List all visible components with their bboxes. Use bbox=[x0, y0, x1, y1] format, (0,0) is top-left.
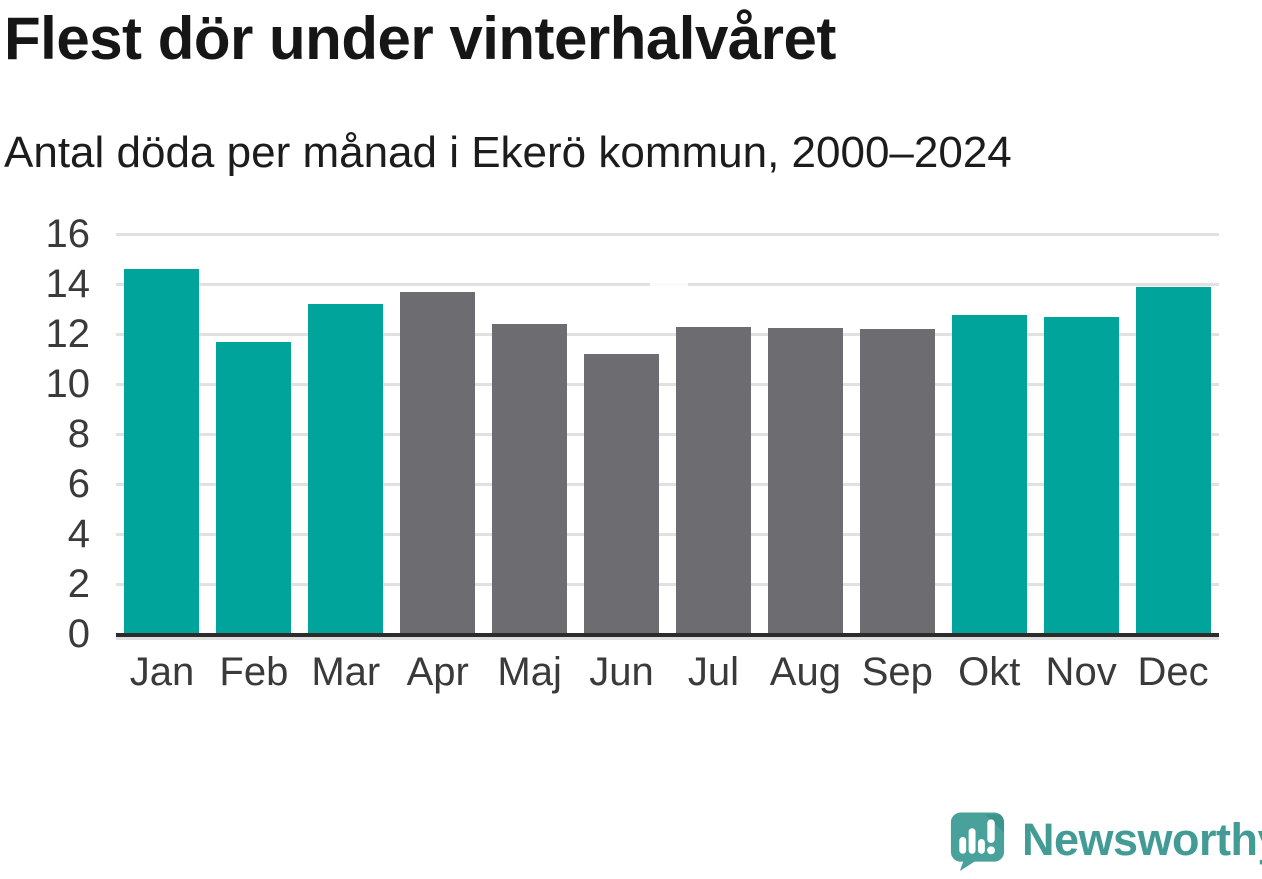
gridline-2 bbox=[116, 583, 1219, 586]
bar-jul bbox=[675, 326, 751, 634]
bar-mar bbox=[308, 304, 384, 634]
y-tick-label-0: 0 bbox=[67, 612, 90, 656]
gridline-gap-artifact bbox=[650, 280, 688, 291]
gridline-4 bbox=[116, 533, 1219, 536]
x-tick-label-jan: Jan bbox=[129, 650, 195, 694]
gridline-6 bbox=[116, 483, 1219, 486]
newsworthy-speech-bubble-barchart-icon bbox=[950, 812, 1005, 872]
y-tick-label-10: 10 bbox=[45, 362, 91, 406]
bar-apr bbox=[400, 291, 476, 634]
gridline-16 bbox=[116, 233, 1219, 236]
x-tick-label-feb: Feb bbox=[219, 650, 289, 694]
y-axis: 0 2 4 6 8 10 12 14 16 bbox=[0, 212, 91, 656]
bar-feb bbox=[216, 341, 292, 634]
bar-okt bbox=[951, 315, 1027, 634]
bar-maj bbox=[492, 324, 568, 634]
y-tick-label-6: 6 bbox=[67, 462, 90, 506]
bar-jan bbox=[124, 269, 200, 634]
bar-jun bbox=[584, 354, 660, 634]
y-tick-label-2: 2 bbox=[67, 562, 90, 606]
y-tick-label-8: 8 bbox=[67, 412, 90, 456]
gridline-8 bbox=[116, 433, 1219, 436]
y-tick-label-12: 12 bbox=[45, 312, 91, 356]
y-tick-label-16: 16 bbox=[45, 212, 91, 256]
bar-dec bbox=[1135, 286, 1211, 634]
x-tick-label-apr: Apr bbox=[406, 650, 469, 694]
y-tick-label-14: 14 bbox=[45, 262, 91, 306]
bar-nov bbox=[1043, 316, 1119, 634]
x-tick-label-jul: Jul bbox=[687, 650, 740, 694]
chart-title: Flest dör under vinterhalvåret bbox=[4, 5, 836, 72]
x-tick-label-okt: Okt bbox=[958, 650, 1021, 694]
newsworthy-logo: Newsworthy bbox=[946, 808, 1262, 872]
bar-aug bbox=[767, 327, 843, 634]
x-tick-label-maj: Maj bbox=[497, 650, 562, 694]
x-tick-label-jun: Jun bbox=[589, 650, 654, 694]
x-tick-label-aug: Aug bbox=[769, 650, 841, 694]
gridline-10 bbox=[116, 383, 1219, 386]
x-tick-label-mar: Mar bbox=[311, 650, 381, 694]
y-tick-label-4: 4 bbox=[67, 512, 90, 556]
gridline-12 bbox=[116, 333, 1219, 336]
x-tick-label-dec: Dec bbox=[1137, 650, 1209, 694]
x-tick-label-nov: Nov bbox=[1045, 650, 1117, 694]
x-axis-line bbox=[116, 633, 1219, 637]
newsworthy-wordmark: Newsworthy bbox=[1022, 814, 1262, 865]
x-tick-label-sep: Sep bbox=[861, 650, 933, 694]
plot-area: Jan Feb Mar Apr Maj Jun Jul Aug Sep Okt Nov Dec bbox=[116, 233, 1219, 694]
bar-sep bbox=[859, 329, 935, 634]
chart-subtitle: Antal döda per månad i Ekerö kommun, 200… bbox=[4, 128, 1012, 177]
